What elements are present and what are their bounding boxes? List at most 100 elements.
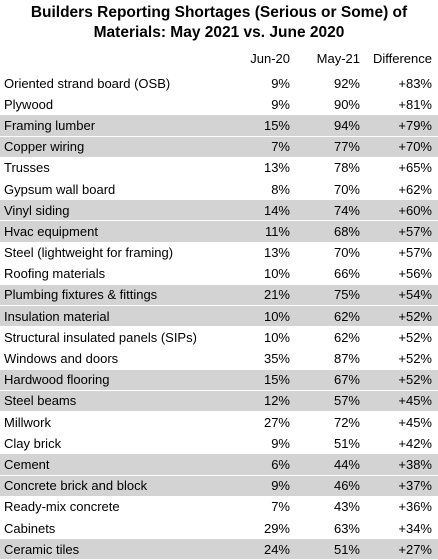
may21-value: 72% bbox=[333, 414, 360, 430]
table-row: Trusses 13% 78% +65% bbox=[0, 156, 438, 178]
table-row: Structural insulated panels (SIPs) 10% 62%… bbox=[0, 326, 438, 347]
jun20-value: 13% bbox=[263, 245, 290, 261]
material-name: Hvac equipment bbox=[4, 223, 98, 239]
difference-value: +34% bbox=[398, 520, 432, 536]
may21-value: 90% bbox=[333, 96, 360, 112]
table-row: Framing lumber 15% 94% +79% bbox=[0, 114, 438, 136]
may21-value: 70% bbox=[333, 181, 360, 197]
difference-value: +38% bbox=[398, 456, 432, 472]
page-title: Builders Reporting Shortages (Serious or… bbox=[30, 4, 408, 41]
jun20-value: 8% bbox=[271, 181, 290, 197]
jun20-value: 12% bbox=[263, 393, 290, 409]
may21-value: 74% bbox=[333, 202, 360, 218]
may21-value: 63% bbox=[333, 520, 360, 536]
jun20-value: 21% bbox=[263, 287, 290, 303]
table-row: Hardwood flooring 15% 67% +52% bbox=[0, 368, 438, 390]
table-row: Copper wiring 7% 77% +70% bbox=[0, 135, 438, 157]
material-name: Vinyl siding bbox=[4, 202, 70, 218]
jun20-value: 27% bbox=[263, 414, 290, 430]
difference-value: +52% bbox=[398, 329, 432, 345]
may21-value: 78% bbox=[333, 160, 360, 176]
material-name: Gypsum wall board bbox=[4, 181, 116, 197]
table-row: Ready-mix concrete 7% 43% +36% bbox=[0, 495, 438, 517]
may21-value: 68% bbox=[333, 223, 360, 239]
may21-value: 51% bbox=[333, 541, 360, 557]
material-name: Windows and doors bbox=[4, 351, 119, 367]
jun20-value: 35% bbox=[263, 351, 290, 367]
jun20-value: 29% bbox=[263, 520, 290, 536]
difference-value: +57% bbox=[398, 245, 432, 261]
table-row: Cement 6% 44% +38% bbox=[0, 453, 438, 475]
jun20-value: 15% bbox=[263, 372, 290, 388]
jun20-value: 10% bbox=[263, 308, 290, 324]
jun20-value: 13% bbox=[263, 160, 290, 176]
may21-value: 43% bbox=[333, 499, 360, 515]
material-name: Steel (lightweight for framing) bbox=[4, 245, 174, 261]
table-row: Gypsum wall board 8% 70% +62% bbox=[0, 177, 438, 199]
material-name: Framing lumber bbox=[4, 117, 96, 133]
material-name: Plywood bbox=[4, 96, 54, 112]
may21-value: 77% bbox=[333, 139, 360, 155]
material-name: Roofing materials bbox=[4, 266, 106, 282]
difference-value: +56% bbox=[398, 266, 432, 282]
jun20-value: 24% bbox=[263, 541, 290, 557]
table-row: Clay brick 9% 51% +42% bbox=[0, 432, 438, 453]
material-name: Copper wiring bbox=[4, 139, 85, 155]
table-row: Ceramic tiles 24% 51% +27% bbox=[0, 538, 438, 560]
may21-value: 87% bbox=[333, 351, 360, 367]
table-row: Roofing materials 10% 66% +56% bbox=[0, 262, 438, 284]
may21-value: 66% bbox=[333, 266, 360, 282]
shortage-table: Jun-20 May-21 Difference Oriented strand… bbox=[0, 44, 438, 560]
difference-value: +52% bbox=[398, 351, 432, 367]
material-name: Steel beams bbox=[4, 393, 77, 409]
table-row: Vinyl siding 14% 74% +60% bbox=[0, 199, 438, 221]
material-name: Plumbing fixtures & fittings bbox=[4, 287, 158, 303]
table-row: Windows and doors 35% 87% +52% bbox=[0, 347, 438, 368]
table-row: Steel (lightweight for framing) 13% 70% +57… bbox=[0, 241, 438, 263]
jun20-value: 9% bbox=[271, 478, 290, 494]
material-name: Structural insulated panels (SIPs) bbox=[4, 329, 197, 345]
difference-value: +65% bbox=[398, 160, 432, 176]
may21-value: 46% bbox=[333, 478, 360, 494]
jun20-value: 9% bbox=[271, 75, 290, 91]
table-header: Jun-20 May-21 Difference bbox=[0, 44, 438, 72]
material-name: Trusses bbox=[4, 160, 50, 176]
material-name: Insulation material bbox=[4, 308, 110, 324]
difference-value: +52% bbox=[398, 308, 432, 324]
table-row: Millwork 27% 72% +45% bbox=[0, 411, 438, 432]
table-row: Plumbing fixtures & fittings 21% 75% +54% bbox=[0, 283, 438, 306]
jun20-value: 10% bbox=[263, 266, 290, 282]
header-jun20: Jun-20 bbox=[250, 50, 290, 66]
jun20-value: 6% bbox=[271, 456, 290, 472]
may21-value: 75% bbox=[333, 287, 360, 303]
table-row: Steel beams 12% 57% +45% bbox=[0, 389, 438, 411]
table-row: Oriented strand board (OSB) 9% 92% +83% bbox=[0, 72, 438, 93]
may21-value: 44% bbox=[333, 456, 360, 472]
difference-value: +36% bbox=[398, 499, 432, 515]
may21-value: 51% bbox=[333, 435, 360, 451]
jun20-value: 9% bbox=[271, 96, 290, 112]
material-name: Oriented strand board (OSB) bbox=[4, 75, 171, 91]
may21-value: 92% bbox=[333, 75, 360, 91]
jun20-value: 15% bbox=[263, 117, 290, 133]
material-name: Ready-mix concrete bbox=[4, 499, 120, 515]
table-row: Hvac equipment 11% 68% +57% bbox=[0, 220, 438, 242]
jun20-value: 11% bbox=[264, 223, 290, 239]
table-row: Plywood 9% 90% +81% bbox=[0, 93, 438, 114]
difference-value: +37% bbox=[398, 478, 432, 494]
jun20-value: 9% bbox=[271, 435, 290, 451]
difference-value: +79% bbox=[398, 117, 432, 133]
material-name: Clay brick bbox=[4, 435, 62, 451]
jun20-value: 7% bbox=[271, 499, 290, 515]
table-row: Cabinets 29% 63% +34% bbox=[0, 516, 438, 538]
may21-value: 67% bbox=[333, 372, 360, 388]
table-row: Insulation material 10% 62% +52% bbox=[0, 305, 438, 327]
difference-value: +42% bbox=[398, 435, 432, 451]
difference-value: +81% bbox=[398, 96, 432, 112]
jun20-value: 14% bbox=[263, 202, 290, 218]
may21-value: 62% bbox=[333, 329, 360, 345]
material-name: Concrete brick and block bbox=[4, 478, 148, 494]
header-may21: May-21 bbox=[316, 50, 360, 66]
material-name: Cement bbox=[4, 456, 50, 472]
difference-value: +60% bbox=[398, 202, 432, 218]
